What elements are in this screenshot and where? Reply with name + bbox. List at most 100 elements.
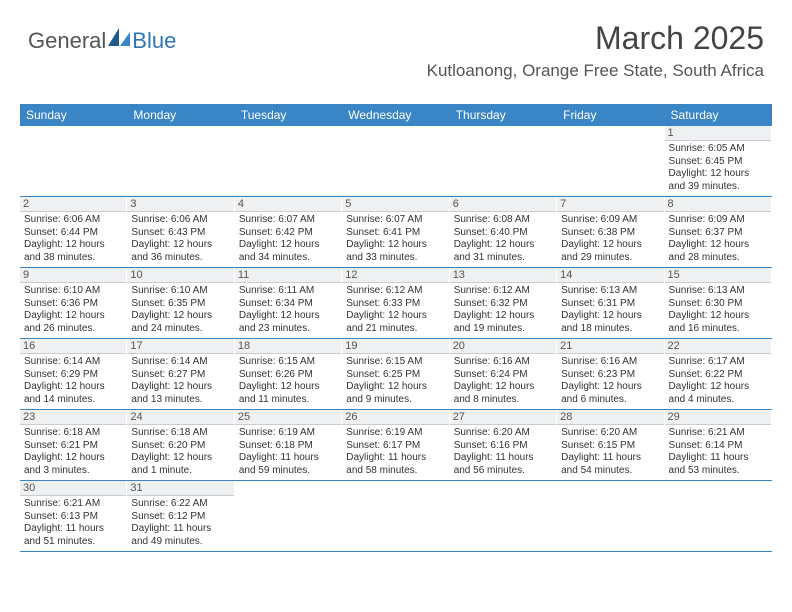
daylight-text: Daylight: 11 hours <box>346 452 444 465</box>
sunrise-text: Sunrise: 6:19 AM <box>346 427 444 440</box>
calendar-cell: 21Sunrise: 6:16 AMSunset: 6:23 PMDayligh… <box>557 339 664 409</box>
sunset-text: Sunset: 6:43 PM <box>131 227 229 240</box>
sunset-text: Sunset: 6:21 PM <box>24 440 122 453</box>
calendar-cell: 1Sunrise: 6:05 AMSunset: 6:45 PMDaylight… <box>665 126 772 196</box>
daylight-text: and 24 minutes. <box>131 323 229 336</box>
sunset-text: Sunset: 6:22 PM <box>669 369 767 382</box>
sunrise-text: Sunrise: 6:07 AM <box>346 214 444 227</box>
sunset-text: Sunset: 6:23 PM <box>561 369 659 382</box>
calendar-cell <box>557 481 664 551</box>
day-number: 29 <box>665 410 771 425</box>
daylight-text: Daylight: 12 hours <box>131 381 229 394</box>
daylight-text: and 14 minutes. <box>24 394 122 407</box>
calendar-cell <box>665 481 772 551</box>
sunset-text: Sunset: 6:35 PM <box>131 298 229 311</box>
daylight-text: Daylight: 12 hours <box>346 381 444 394</box>
brand-text-blue: Blue <box>132 28 176 54</box>
sunset-text: Sunset: 6:15 PM <box>561 440 659 453</box>
daylight-text: Daylight: 11 hours <box>131 523 229 536</box>
brand-text-general: General <box>28 28 106 54</box>
calendar-cell <box>235 126 342 196</box>
daylight-text: and 49 minutes. <box>131 536 229 549</box>
calendar-cell: 23Sunrise: 6:18 AMSunset: 6:21 PMDayligh… <box>20 410 127 480</box>
daylight-text: Daylight: 12 hours <box>239 239 337 252</box>
calendar-cell: 24Sunrise: 6:18 AMSunset: 6:20 PMDayligh… <box>127 410 234 480</box>
sunrise-text: Sunrise: 6:05 AM <box>669 143 767 156</box>
sunrise-text: Sunrise: 6:08 AM <box>454 214 552 227</box>
sunset-text: Sunset: 6:32 PM <box>454 298 552 311</box>
calendar-cell <box>20 126 127 196</box>
daylight-text: Daylight: 12 hours <box>131 239 229 252</box>
dayhead-sunday: Sunday <box>20 104 127 126</box>
calendar-cell: 30Sunrise: 6:21 AMSunset: 6:13 PMDayligh… <box>20 481 127 551</box>
calendar-cell: 4Sunrise: 6:07 AMSunset: 6:42 PMDaylight… <box>235 197 342 267</box>
sunset-text: Sunset: 6:29 PM <box>24 369 122 382</box>
day-number: 21 <box>557 339 663 354</box>
sunset-text: Sunset: 6:16 PM <box>454 440 552 453</box>
sunrise-text: Sunrise: 6:13 AM <box>669 285 767 298</box>
calendar-week: 23Sunrise: 6:18 AMSunset: 6:21 PMDayligh… <box>20 410 772 481</box>
sunrise-text: Sunrise: 6:18 AM <box>24 427 122 440</box>
sunrise-text: Sunrise: 6:10 AM <box>24 285 122 298</box>
daylight-text: Daylight: 12 hours <box>24 310 122 323</box>
day-number: 14 <box>557 268 663 283</box>
dayhead-monday: Monday <box>127 104 234 126</box>
day-number: 31 <box>127 481 233 496</box>
day-number: 10 <box>127 268 233 283</box>
daylight-text: and 16 minutes. <box>669 323 767 336</box>
calendar-cell: 8Sunrise: 6:09 AMSunset: 6:37 PMDaylight… <box>665 197 772 267</box>
sunrise-text: Sunrise: 6:15 AM <box>346 356 444 369</box>
sunrise-text: Sunrise: 6:18 AM <box>131 427 229 440</box>
daylight-text: Daylight: 12 hours <box>561 381 659 394</box>
daylight-text: and 33 minutes. <box>346 252 444 265</box>
daylight-text: Daylight: 11 hours <box>561 452 659 465</box>
daylight-text: and 1 minute. <box>131 465 229 478</box>
sunset-text: Sunset: 6:37 PM <box>669 227 767 240</box>
brand-logo: General Blue <box>28 28 176 54</box>
calendar-week: 30Sunrise: 6:21 AMSunset: 6:13 PMDayligh… <box>20 481 772 552</box>
daylight-text: and 21 minutes. <box>346 323 444 336</box>
sunset-text: Sunset: 6:25 PM <box>346 369 444 382</box>
month-title: March 2025 <box>427 20 764 57</box>
calendar-cell: 31Sunrise: 6:22 AMSunset: 6:12 PMDayligh… <box>127 481 234 551</box>
calendar-cell: 26Sunrise: 6:19 AMSunset: 6:17 PMDayligh… <box>342 410 449 480</box>
day-number: 19 <box>342 339 448 354</box>
day-number: 27 <box>450 410 556 425</box>
sunrise-text: Sunrise: 6:06 AM <box>24 214 122 227</box>
calendar-cell: 9Sunrise: 6:10 AMSunset: 6:36 PMDaylight… <box>20 268 127 338</box>
daylight-text: Daylight: 12 hours <box>239 381 337 394</box>
sunrise-text: Sunrise: 6:19 AM <box>239 427 337 440</box>
calendar-cell: 22Sunrise: 6:17 AMSunset: 6:22 PMDayligh… <box>665 339 772 409</box>
daylight-text: and 54 minutes. <box>561 465 659 478</box>
day-number: 17 <box>127 339 233 354</box>
calendar-cell: 10Sunrise: 6:10 AMSunset: 6:35 PMDayligh… <box>127 268 234 338</box>
daylight-text: and 4 minutes. <box>669 394 767 407</box>
sunset-text: Sunset: 6:24 PM <box>454 369 552 382</box>
daylight-text: and 34 minutes. <box>239 252 337 265</box>
sunset-text: Sunset: 6:31 PM <box>561 298 659 311</box>
calendar-cell: 25Sunrise: 6:19 AMSunset: 6:18 PMDayligh… <box>235 410 342 480</box>
daylight-text: and 36 minutes. <box>131 252 229 265</box>
sunrise-text: Sunrise: 6:06 AM <box>131 214 229 227</box>
daylight-text: Daylight: 12 hours <box>454 239 552 252</box>
day-number: 1 <box>665 126 771 141</box>
sunrise-text: Sunrise: 6:14 AM <box>131 356 229 369</box>
sunset-text: Sunset: 6:40 PM <box>454 227 552 240</box>
daylight-text: and 28 minutes. <box>669 252 767 265</box>
calendar-cell: 16Sunrise: 6:14 AMSunset: 6:29 PMDayligh… <box>20 339 127 409</box>
day-number: 4 <box>235 197 341 212</box>
day-number: 2 <box>20 197 126 212</box>
daylight-text: Daylight: 12 hours <box>24 452 122 465</box>
sunrise-text: Sunrise: 6:09 AM <box>669 214 767 227</box>
sunset-text: Sunset: 6:18 PM <box>239 440 337 453</box>
calendar-cell: 6Sunrise: 6:08 AMSunset: 6:40 PMDaylight… <box>450 197 557 267</box>
daylight-text: and 9 minutes. <box>346 394 444 407</box>
sunset-text: Sunset: 6:26 PM <box>239 369 337 382</box>
day-number: 13 <box>450 268 556 283</box>
calendar-cell: 5Sunrise: 6:07 AMSunset: 6:41 PMDaylight… <box>342 197 449 267</box>
calendar-week: 16Sunrise: 6:14 AMSunset: 6:29 PMDayligh… <box>20 339 772 410</box>
calendar-week: 1Sunrise: 6:05 AMSunset: 6:45 PMDaylight… <box>20 126 772 197</box>
sunset-text: Sunset: 6:27 PM <box>131 369 229 382</box>
daylight-text: Daylight: 12 hours <box>131 452 229 465</box>
sunrise-text: Sunrise: 6:20 AM <box>561 427 659 440</box>
